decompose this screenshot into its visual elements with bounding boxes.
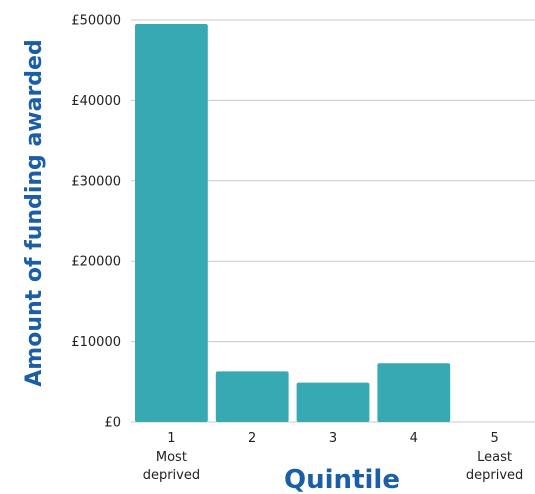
bars <box>135 24 451 423</box>
y-tick-label: £40000 <box>71 94 121 109</box>
y-tick-label: £10000 <box>71 335 121 350</box>
bar-quintile-3 <box>296 382 370 422</box>
y-tick-label: £20000 <box>71 255 121 270</box>
y-tick-label: £50000 <box>71 14 121 29</box>
x-tick-sublabel: Most <box>156 450 187 465</box>
x-tick-label: 1 <box>167 431 175 446</box>
y-tick-label: £0 <box>104 416 121 431</box>
x-tick-sublabel: deprived <box>143 468 200 483</box>
x-axis-ticks: 1 Most deprived 2 3 4 5 Least deprived <box>143 431 524 483</box>
bar-quintile-1 <box>135 24 208 423</box>
x-tick-sublabel: Least <box>477 450 512 465</box>
bar-quintile-2 <box>215 371 289 422</box>
x-tick-label: 3 <box>329 431 337 446</box>
x-tick-label: 2 <box>248 431 256 446</box>
x-tick-sublabel: deprived <box>466 468 523 483</box>
bar-quintile-4 <box>377 363 451 422</box>
y-axis-title: Amount of funding awarded <box>22 39 47 386</box>
x-tick-label: 4 <box>410 431 418 446</box>
x-tick-label: 5 <box>490 431 498 446</box>
y-tick-label: £30000 <box>71 174 121 189</box>
x-axis-title: Quintile <box>284 465 400 494</box>
y-axis-ticks: £0 £10000 £20000 £30000 £40000 £50000 <box>71 14 121 431</box>
